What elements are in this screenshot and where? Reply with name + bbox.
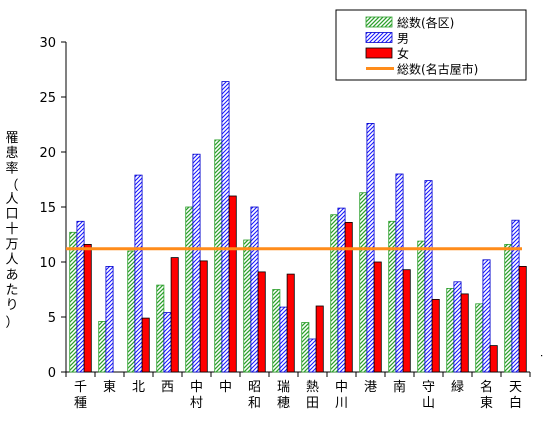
bar-男: [250, 206, 259, 373]
x-tick-label: 熱田: [306, 380, 319, 411]
bar-総数(各区): [446, 287, 455, 373]
bar-男: [163, 312, 172, 373]
bar-女: [344, 221, 353, 373]
bar-総数(各区): [127, 250, 136, 373]
legend-label: 総数(各区): [397, 15, 454, 30]
x-tick-label: 港: [364, 380, 377, 395]
bar-総数(各区): [359, 192, 368, 373]
bar-女: [373, 261, 382, 373]
x-tick-label: 中川: [335, 380, 348, 411]
legend-swatch: [365, 32, 393, 43]
bar-女: [83, 243, 92, 373]
bar-総数(各区): [156, 284, 165, 373]
bar-女: [257, 271, 266, 373]
bar-男: [337, 207, 346, 373]
bar-男: [134, 174, 143, 373]
bar-男: [424, 180, 433, 373]
x-tick-label: 守山: [422, 380, 435, 411]
bar-総数(各区): [330, 214, 339, 373]
bar-女: [141, 317, 150, 373]
bar-男: [453, 281, 462, 373]
legend-swatch: [365, 47, 393, 59]
bar-男: [395, 173, 404, 373]
y-tick-label: 25: [39, 91, 56, 106]
bar-女: [460, 293, 469, 373]
bar-男: [308, 338, 317, 373]
bar-男: [221, 81, 230, 373]
x-tick-label: 名東: [480, 379, 493, 411]
y-tick-label: 20: [39, 146, 56, 161]
x-tick-label: 南: [393, 379, 406, 395]
bar-総数(各区): [504, 243, 513, 373]
bar-女: [286, 273, 295, 373]
bar-女: [315, 305, 324, 373]
bar-女: [170, 257, 179, 373]
bar-男: [482, 259, 491, 373]
y-tick-label: 5: [48, 311, 56, 326]
plot-area: 0 5 10 15 20 25 30 千種東 北 西 中村 中 昭和瑞穂熱田中川 港 南守山 緑 名東天白 罹患率…: [5, 36, 543, 411]
bar-総数(各区): [301, 322, 310, 373]
bar-男: [192, 153, 201, 373]
bar-総数(各区): [272, 289, 281, 373]
x-tick-label: 中村: [190, 380, 203, 411]
bar-女: [431, 298, 440, 373]
bar-女: [518, 265, 527, 373]
bar-総数(各区): [98, 320, 107, 373]
bar-女: [489, 345, 498, 373]
bar-男: [511, 219, 520, 373]
bar-総数(各区): [214, 139, 223, 373]
dot-mark: [541, 355, 543, 357]
bar-総数(各区): [388, 220, 397, 373]
x-tick-label: 千種: [74, 380, 87, 411]
bar-総数(各区): [243, 239, 252, 373]
x-tick-label: 北: [132, 380, 145, 395]
x-tick-label: 東: [103, 379, 116, 395]
x-tick-label: 西: [161, 380, 174, 395]
y-tick-label: 30: [39, 36, 56, 51]
bar-女: [402, 269, 411, 373]
legend-label: 総数(名古屋市): [397, 62, 478, 77]
x-tick-label: 中: [219, 380, 232, 395]
bar-総数(各区): [185, 206, 194, 373]
legend-label: 男: [397, 32, 409, 46]
bar-総数(各区): [69, 231, 78, 373]
bar-総数(各区): [475, 303, 484, 373]
legend-swatch: [365, 16, 393, 28]
legend-label: 女: [397, 46, 409, 61]
x-tick-label: 昭和: [248, 380, 261, 411]
x-tick-label: 瑞穂: [277, 380, 290, 411]
bar-男: [105, 265, 114, 373]
bar-女: [228, 195, 237, 373]
y-tick-label: 10: [39, 256, 56, 271]
bar-男: [279, 306, 288, 373]
bar-総数(各区): [417, 240, 426, 373]
bar-女: [199, 260, 208, 373]
y-axis-label: 罹患率（人口十万人あたり）: [5, 131, 18, 330]
x-tick-label: 天白: [509, 380, 522, 411]
x-tick-label: 緑: [451, 380, 464, 395]
y-tick-label: 0: [48, 366, 56, 381]
bar-男: [76, 220, 85, 373]
y-tick-label: 15: [39, 201, 56, 216]
